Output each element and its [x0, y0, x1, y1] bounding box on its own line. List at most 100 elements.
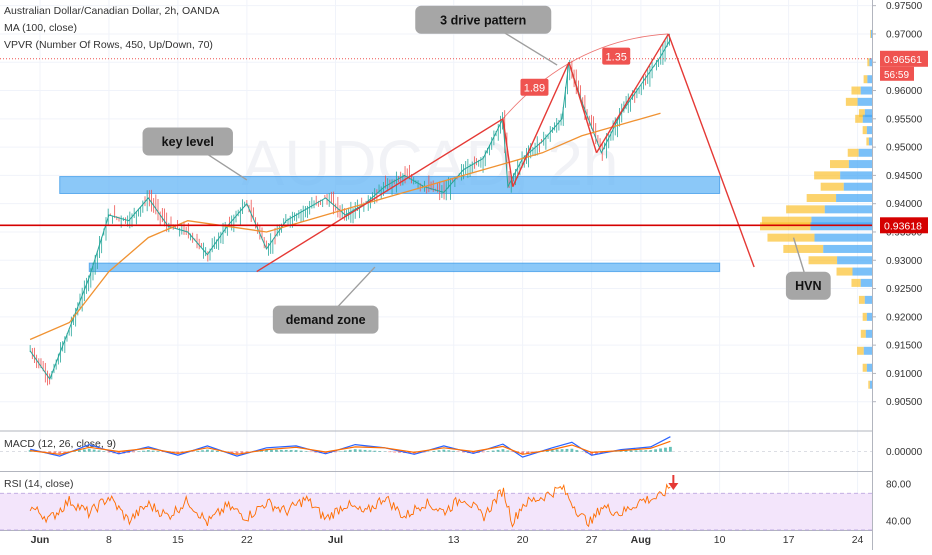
fib-label: 1.35	[602, 48, 630, 65]
price-tick-label: 0.97000	[886, 29, 923, 40]
volume-profile-down-row	[815, 234, 872, 242]
price-tick-label: 0.93000	[886, 256, 923, 267]
volume-profile-down-row	[869, 137, 872, 145]
macd-histogram-bar	[374, 451, 377, 452]
volume-profile-down-row	[836, 194, 872, 202]
current-price-value: 0.96561	[884, 54, 922, 66]
price-tick-label: 0.95500	[886, 114, 923, 125]
macd-histogram-bar	[654, 449, 657, 451]
macd-histogram-bar	[393, 452, 396, 453]
macd-histogram-bar	[344, 451, 347, 452]
time-tick-label: 24	[852, 534, 864, 546]
volume-profile-up-row	[863, 364, 867, 372]
callout-text: demand zone	[286, 313, 366, 327]
volume-profile-up-row	[857, 347, 864, 355]
price-tick-label: 0.96000	[886, 86, 923, 97]
macd-histogram-bar	[502, 449, 505, 452]
macd-histogram-bar	[305, 451, 308, 452]
volume-profile-up-row	[814, 171, 840, 179]
macd-histogram-bar	[487, 451, 490, 452]
volume-profile-down-row	[837, 256, 872, 264]
volume-profile-down-row	[825, 205, 872, 213]
fib-label: 1.89	[520, 79, 548, 96]
macd-histogram-bar	[482, 452, 485, 453]
time-tick-label: 27	[586, 534, 598, 546]
volume-profile-up-row	[867, 58, 869, 66]
macd-histogram-bar	[211, 450, 214, 452]
macd-histogram-bar	[571, 449, 574, 452]
time-tick-label: 22	[241, 534, 253, 546]
macd-histogram-bar	[309, 452, 312, 453]
volume-profile-down-row	[866, 330, 872, 338]
volume-profile-down-row	[844, 183, 872, 191]
macd-histogram-bar	[142, 451, 145, 452]
volume-profile-up-row	[863, 313, 867, 321]
macd-histogram-bar	[88, 449, 91, 452]
macd-histogram-bar	[103, 451, 106, 452]
macd-histogram-bar	[492, 451, 495, 452]
price-tick-label: 0.90500	[886, 397, 923, 408]
macd-histogram-bar	[339, 451, 342, 452]
volume-profile-down-row	[861, 279, 872, 287]
callout-text: HVN	[795, 279, 821, 293]
price-tick-label: 0.92000	[886, 312, 923, 323]
volume-profile-down-row	[849, 160, 872, 168]
volume-profile-down-row	[870, 381, 872, 389]
rsi-band	[0, 493, 872, 530]
macd-histogram-bar	[300, 451, 303, 452]
time-tick-label: 10	[714, 534, 726, 546]
volume-profile-up-row	[848, 149, 859, 157]
volume-profile-down-row	[823, 245, 872, 253]
volume-profile-up-row	[807, 194, 836, 202]
macd-histogram-bar	[132, 452, 135, 453]
time-tick-label: 8	[106, 534, 112, 546]
volume-profile-up-row	[851, 279, 860, 287]
ma-indicator-label[interactable]: MA (100, close)	[4, 22, 77, 34]
volume-profile-up-row	[760, 222, 810, 230]
volume-profile-down-row	[867, 75, 872, 83]
macd-histogram-bar	[78, 450, 81, 452]
volume-profile-down-row	[867, 313, 872, 321]
fib-label-text: 1.35	[606, 52, 627, 64]
callout-text: key level	[162, 135, 214, 149]
macd-histogram-bar	[630, 450, 633, 451]
volume-profile-down-row	[840, 171, 872, 179]
time-tick-label: Aug	[631, 534, 651, 546]
volume-profile-up-row	[855, 115, 863, 123]
macd-histogram-bar	[497, 450, 500, 452]
macd-histogram-bar	[285, 450, 288, 452]
volume-profile-up-row	[866, 137, 869, 145]
macd-histogram-bar	[644, 450, 647, 452]
callout-text: 3 drive pattern	[440, 13, 526, 27]
macd-histogram-bar	[216, 451, 219, 452]
macd-histogram-bar	[295, 450, 298, 452]
time-tick-label: 15	[172, 534, 184, 546]
macd-histogram-bar	[290, 450, 293, 452]
time-tick-label: Jul	[328, 534, 343, 546]
vpvr-indicator-label[interactable]: VPVR (Number Of Rows, 450, Up/Down, 70)	[4, 39, 213, 51]
macd-histogram-bar	[236, 452, 239, 454]
macd-histogram-bar	[433, 451, 436, 452]
volume-profile-up-row	[837, 268, 853, 276]
rsi-tick-label: 80.00	[886, 480, 911, 491]
macd-histogram-bar	[53, 452, 56, 454]
macd-histogram-bar	[275, 450, 278, 452]
price-tick-label: 0.94000	[886, 199, 923, 210]
macd-histogram-bar	[196, 451, 199, 452]
volume-profile-up-row	[863, 126, 867, 134]
volume-profile-up-row	[783, 245, 823, 253]
volume-profile-down-row	[852, 268, 872, 276]
macd-histogram-bar	[635, 450, 638, 451]
volume-profile-down-row	[867, 126, 872, 134]
time-tick-label: Jun	[31, 534, 50, 546]
volume-profile-up-row	[809, 256, 838, 264]
price-axis-bg	[873, 0, 932, 550]
volume-profile-down-row	[859, 149, 872, 157]
volume-profile-down-row	[869, 58, 872, 66]
volume-profile-down-row	[810, 222, 872, 230]
macd-histogram-bar	[206, 450, 209, 452]
price-tick-label: 0.95000	[886, 143, 923, 154]
macd-histogram-bar	[575, 450, 578, 452]
price-tick-label: 0.91500	[886, 341, 923, 352]
